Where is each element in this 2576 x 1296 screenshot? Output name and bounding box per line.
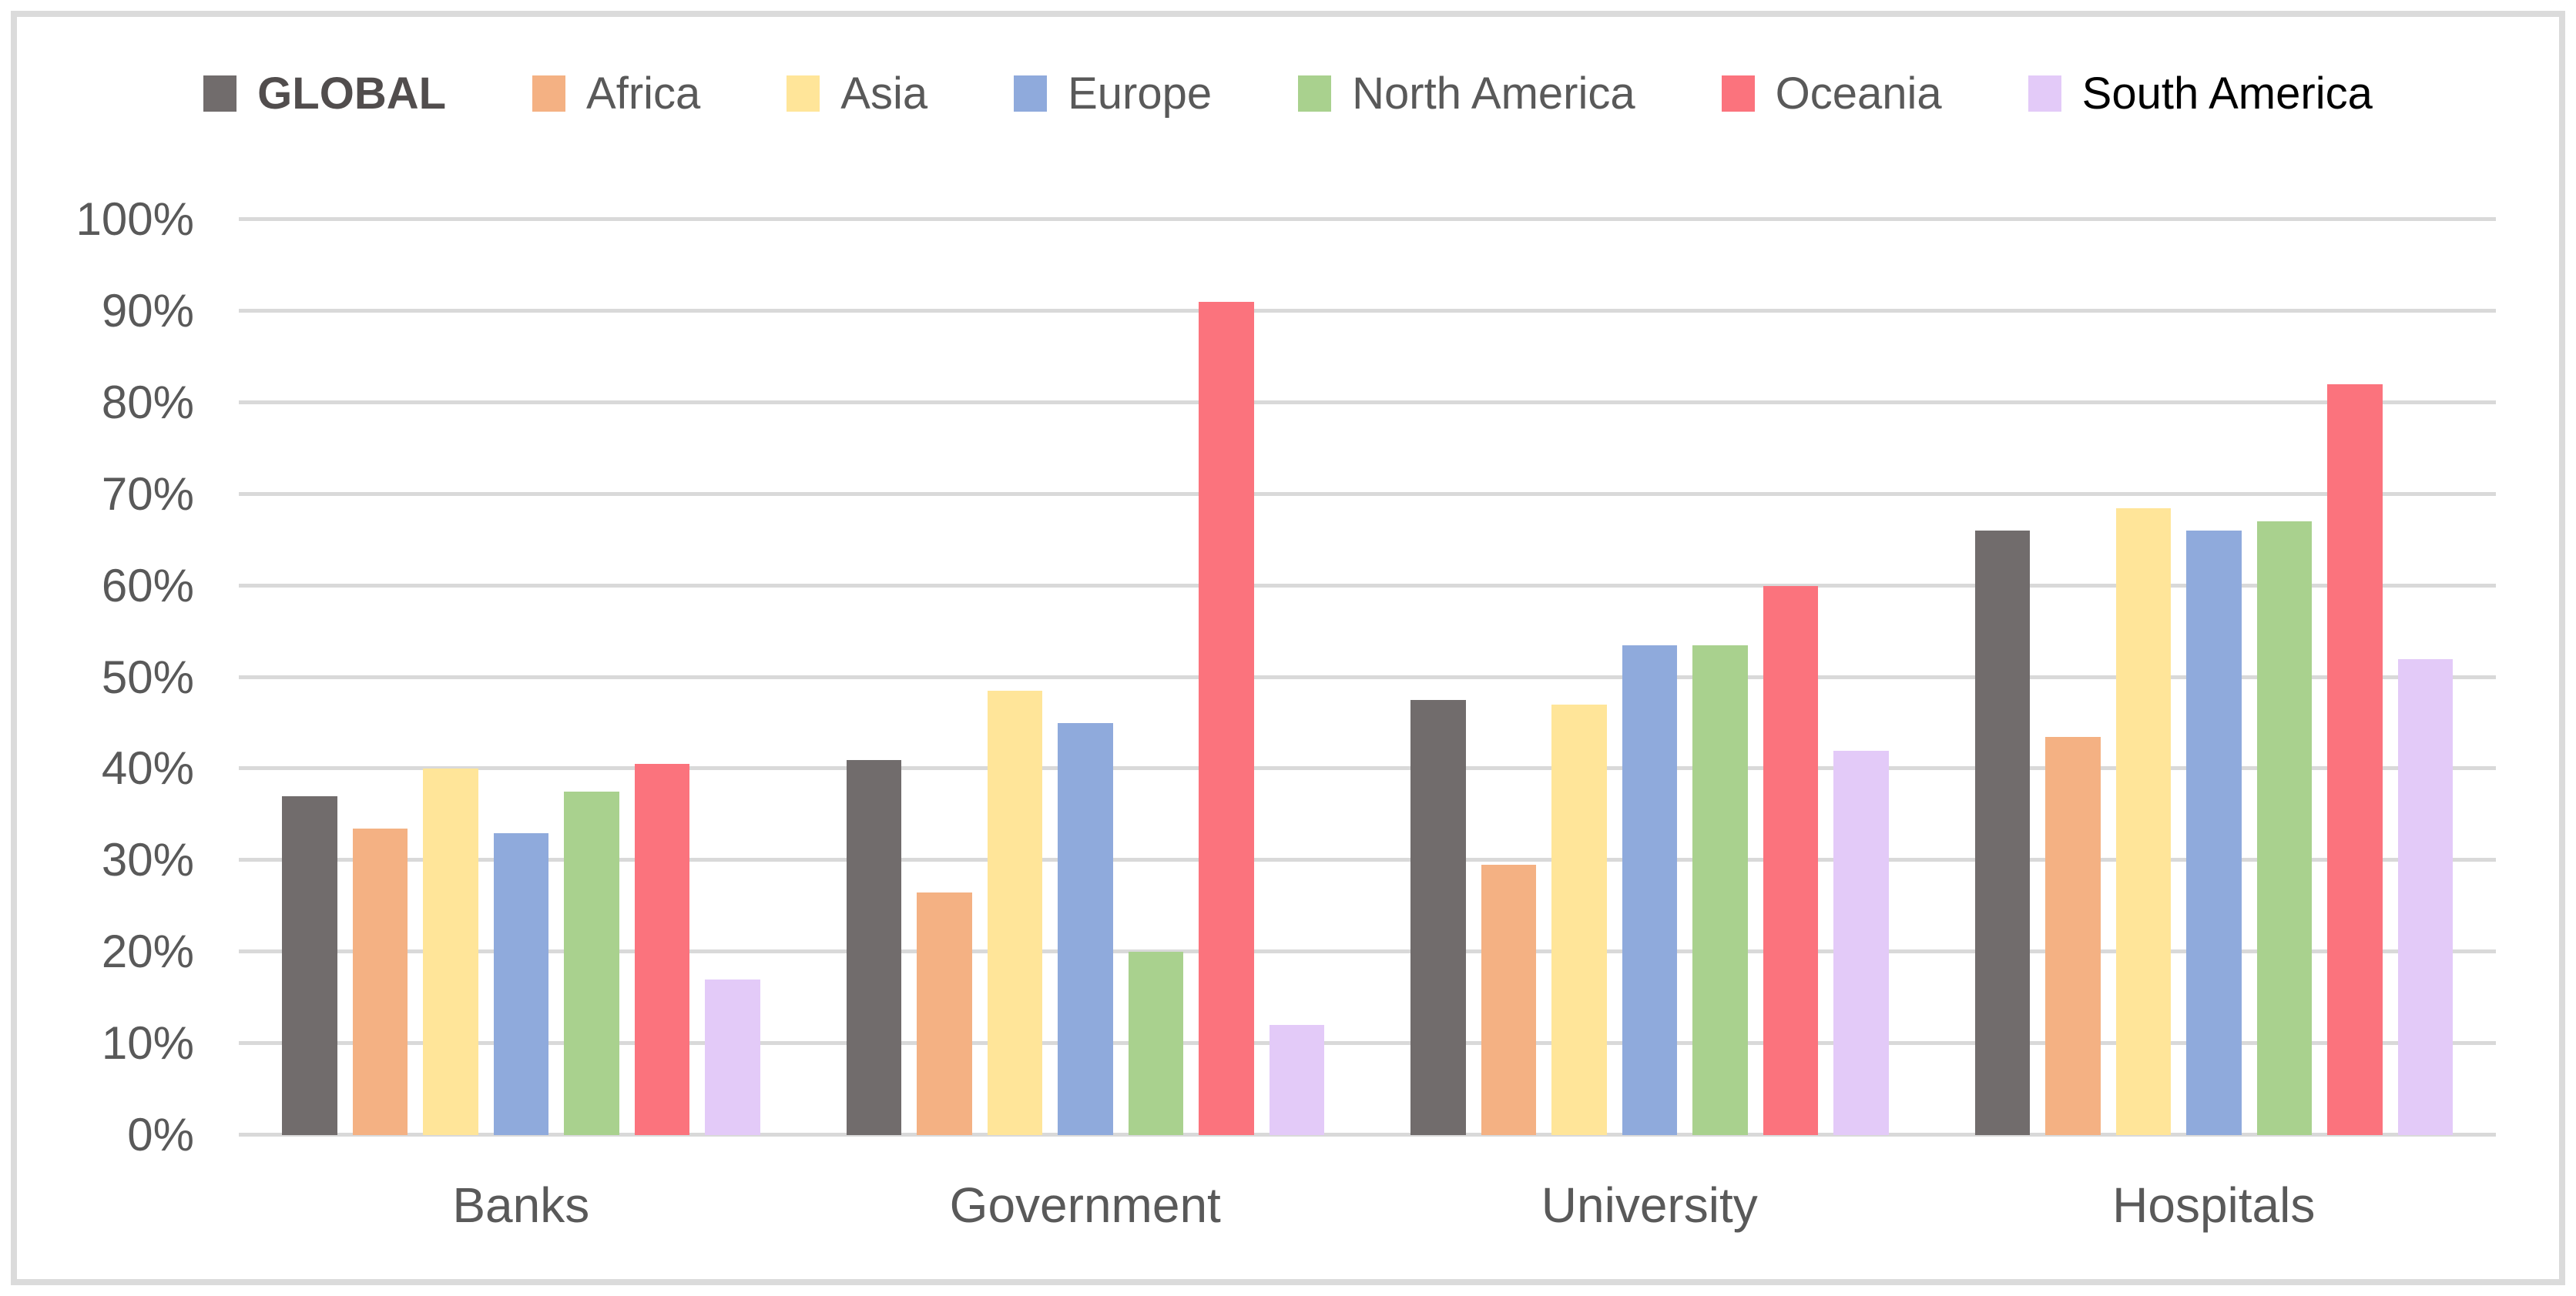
bar xyxy=(1974,531,2030,1135)
gridline xyxy=(239,217,2496,221)
bar xyxy=(2397,658,2453,1135)
legend-swatch-icon xyxy=(2028,75,2061,112)
bar xyxy=(2327,384,2383,1135)
bar xyxy=(1622,645,1677,1135)
y-tick-label: 70% xyxy=(101,467,194,520)
legend-label: Asia xyxy=(840,69,928,119)
bar xyxy=(2256,521,2312,1135)
x-axis-label: Government xyxy=(949,1177,1221,1233)
x-axis-label: Hospitals xyxy=(2112,1177,2316,1233)
gridline xyxy=(239,949,2496,954)
legend-item: South America xyxy=(2028,68,2373,119)
bar xyxy=(1692,645,1748,1135)
y-tick-label: 80% xyxy=(101,376,194,428)
bar xyxy=(423,769,478,1135)
legend-swatch-icon xyxy=(532,75,566,112)
gridline xyxy=(239,400,2496,404)
chart-legend: GLOBAL Africa Asia Europe North America Ocean… xyxy=(0,68,2576,119)
legend-swatch-icon xyxy=(787,75,820,112)
y-tick-label: 40% xyxy=(101,742,194,795)
gridline xyxy=(239,766,2496,771)
bar-group xyxy=(1367,219,1932,1135)
y-tick-label: 30% xyxy=(101,834,194,886)
legend-label: South America xyxy=(2081,69,2373,119)
bar xyxy=(846,759,901,1135)
y-tick-label: 0% xyxy=(127,1109,194,1160)
bar xyxy=(634,764,689,1135)
bar xyxy=(1058,722,1113,1135)
bar xyxy=(564,792,619,1135)
legend-swatch-icon xyxy=(1298,75,1332,112)
gridline xyxy=(239,491,2496,496)
legend-item: North America xyxy=(1298,68,1635,119)
legend-item: Asia xyxy=(787,68,927,119)
x-axis-category-labels: Banks Government University Hospitals xyxy=(239,1177,2496,1234)
bar xyxy=(1410,700,1466,1135)
y-tick-label: 90% xyxy=(101,284,194,337)
legend-item: GLOBAL xyxy=(203,68,446,119)
bar xyxy=(1763,585,1818,1135)
legend-item: Africa xyxy=(532,68,700,119)
y-axis-tick-labels: 0% 10% 20% 30% 40% 50% 60% 70% 80% 90% 100% xyxy=(0,196,194,1158)
legend-label: Oceania xyxy=(1775,69,1942,119)
bar-groups-layer xyxy=(239,219,2496,1135)
bar-group xyxy=(803,219,1368,1135)
bar xyxy=(2115,507,2171,1135)
legend-swatch-icon xyxy=(1721,75,1755,112)
bar-group xyxy=(239,219,803,1135)
y-tick-label: 20% xyxy=(101,926,194,978)
x-axis-label: Banks xyxy=(452,1177,590,1233)
bar xyxy=(2186,531,2242,1135)
bar xyxy=(987,691,1042,1135)
y-tick-label: 50% xyxy=(101,651,194,703)
gridline xyxy=(239,858,2496,862)
y-tick-label: 100% xyxy=(75,193,194,245)
bar xyxy=(282,796,337,1135)
legend-swatch-icon xyxy=(203,75,237,112)
legend-item: Oceania xyxy=(1721,68,1942,119)
legend-swatch-icon xyxy=(1014,75,1048,112)
y-tick-label: 60% xyxy=(101,559,194,611)
legend-label: North America xyxy=(1352,69,1635,119)
bar xyxy=(917,892,972,1135)
legend-label: Africa xyxy=(586,69,701,119)
gridline xyxy=(239,1041,2496,1046)
gridline xyxy=(239,1133,2496,1137)
bar xyxy=(1833,750,1889,1135)
legend-label: GLOBAL xyxy=(257,69,447,119)
legend-label: Europe xyxy=(1068,69,1213,119)
gridline xyxy=(239,675,2496,679)
bar xyxy=(493,832,548,1135)
x-axis-label: University xyxy=(1541,1177,1758,1233)
gridline xyxy=(239,308,2496,313)
bar xyxy=(1481,865,1536,1135)
legend-item: Europe xyxy=(1014,68,1212,119)
bar xyxy=(2045,736,2101,1135)
bar xyxy=(705,979,760,1135)
bar-group xyxy=(1932,219,2497,1135)
bar xyxy=(1128,952,1183,1135)
bar xyxy=(352,828,408,1135)
y-tick-label: 10% xyxy=(101,1017,194,1070)
bar xyxy=(1269,1025,1324,1135)
plot-area xyxy=(239,217,2496,1137)
bar xyxy=(1551,705,1607,1135)
gridline xyxy=(239,583,2496,588)
bar xyxy=(1199,302,1254,1135)
